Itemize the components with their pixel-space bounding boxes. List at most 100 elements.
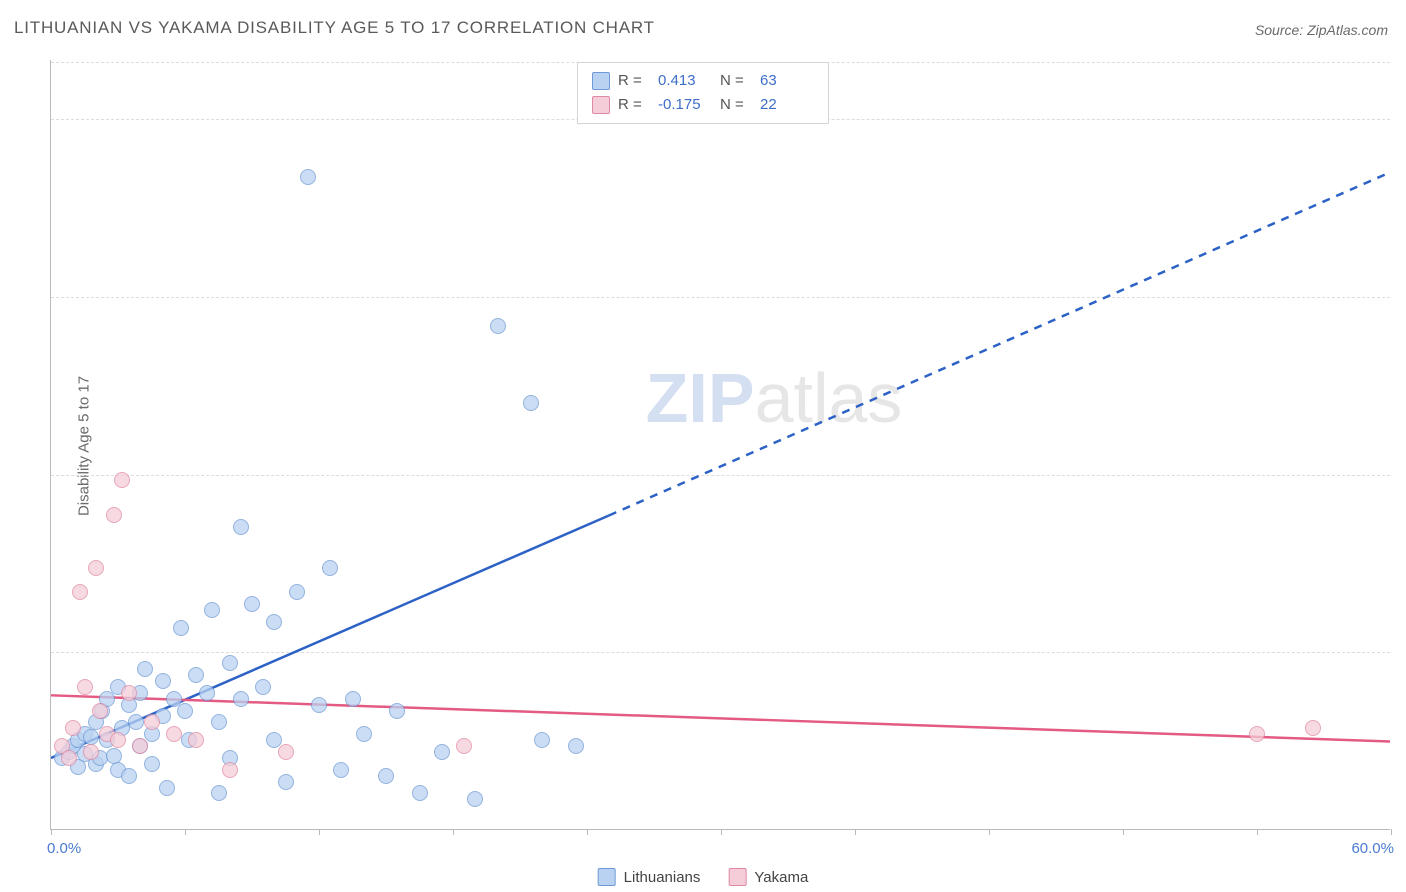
data-point [389, 703, 405, 719]
x-tick [453, 829, 454, 835]
series-legend: Lithuanians Yakama [598, 868, 809, 886]
r-value: 0.413 [658, 69, 712, 93]
x-tick [319, 829, 320, 835]
data-point [378, 768, 394, 784]
data-point [88, 560, 104, 576]
data-point [311, 697, 327, 713]
plot-area: ZIPatlas 15.0%30.0%45.0%60.0%0.0%60.0% [50, 60, 1390, 830]
data-point [356, 726, 372, 742]
legend-swatch [592, 96, 610, 114]
data-point [199, 685, 215, 701]
data-point [333, 762, 349, 778]
trend-line [609, 172, 1390, 515]
data-point [144, 714, 160, 730]
data-point [211, 785, 227, 801]
data-point [1249, 726, 1265, 742]
data-point [72, 584, 88, 600]
data-point [132, 738, 148, 754]
n-label: N = [720, 93, 752, 117]
correlation-legend: R = 0.413 N = 63 R = -0.175 N = 22 [577, 62, 829, 124]
x-start-label: 0.0% [47, 840, 81, 857]
data-point [456, 738, 472, 754]
data-point [110, 732, 126, 748]
data-point [121, 768, 137, 784]
legend-label: Yakama [754, 869, 808, 886]
x-tick [721, 829, 722, 835]
x-end-label: 60.0% [1351, 840, 1394, 857]
data-point [211, 714, 227, 730]
data-point [322, 560, 338, 576]
data-point [173, 620, 189, 636]
data-point [159, 780, 175, 796]
x-tick [1123, 829, 1124, 835]
n-label: N = [720, 69, 752, 93]
data-point [300, 169, 316, 185]
data-point [204, 602, 220, 618]
data-point [155, 673, 171, 689]
data-point [233, 519, 249, 535]
data-point [222, 762, 238, 778]
x-tick [855, 829, 856, 835]
legend-swatch [592, 72, 610, 90]
data-point [523, 395, 539, 411]
data-point [434, 744, 450, 760]
r-value: -0.175 [658, 93, 712, 117]
trend-lines [51, 60, 1390, 829]
source-name: ZipAtlas.com [1307, 22, 1388, 38]
data-point [568, 738, 584, 754]
data-point [534, 732, 550, 748]
legend-item: Lithuanians [598, 868, 701, 886]
data-point [128, 714, 144, 730]
data-point [412, 785, 428, 801]
data-point [490, 318, 506, 334]
x-tick [587, 829, 588, 835]
data-point [61, 750, 77, 766]
trend-line [51, 695, 1390, 741]
data-point [266, 614, 282, 630]
data-point [77, 679, 93, 695]
x-tick [1257, 829, 1258, 835]
data-point [106, 507, 122, 523]
legend-row: R = 0.413 N = 63 [592, 69, 814, 93]
n-value: 22 [760, 93, 814, 117]
x-tick [51, 829, 52, 835]
grid-line [51, 652, 1390, 653]
x-tick [989, 829, 990, 835]
x-tick [1391, 829, 1392, 835]
data-point [188, 732, 204, 748]
source-credit: Source: ZipAtlas.com [1255, 22, 1388, 38]
data-point [144, 756, 160, 772]
r-label: R = [618, 93, 650, 117]
data-point [177, 703, 193, 719]
data-point [83, 729, 99, 745]
legend-label: Lithuanians [624, 869, 701, 886]
data-point [65, 720, 81, 736]
watermark: ZIPatlas [646, 358, 903, 438]
data-point [222, 655, 238, 671]
data-point [137, 661, 153, 677]
legend-item: Yakama [728, 868, 808, 886]
data-point [188, 667, 204, 683]
data-point [278, 744, 294, 760]
data-point [345, 691, 361, 707]
data-point [1305, 720, 1321, 736]
data-point [166, 726, 182, 742]
chart-title: LITHUANIAN VS YAKAMA DISABILITY AGE 5 TO… [14, 18, 655, 38]
data-point [244, 596, 260, 612]
data-point [114, 472, 130, 488]
watermark-bold: ZIP [646, 359, 755, 437]
n-value: 63 [760, 69, 814, 93]
data-point [255, 679, 271, 695]
source-prefix: Source: [1255, 22, 1307, 38]
legend-swatch [598, 868, 616, 886]
data-point [278, 774, 294, 790]
legend-swatch [728, 868, 746, 886]
data-point [92, 703, 108, 719]
grid-line [51, 475, 1390, 476]
data-point [467, 791, 483, 807]
r-label: R = [618, 69, 650, 93]
x-tick [185, 829, 186, 835]
data-point [83, 744, 99, 760]
data-point [289, 584, 305, 600]
data-point [121, 685, 137, 701]
